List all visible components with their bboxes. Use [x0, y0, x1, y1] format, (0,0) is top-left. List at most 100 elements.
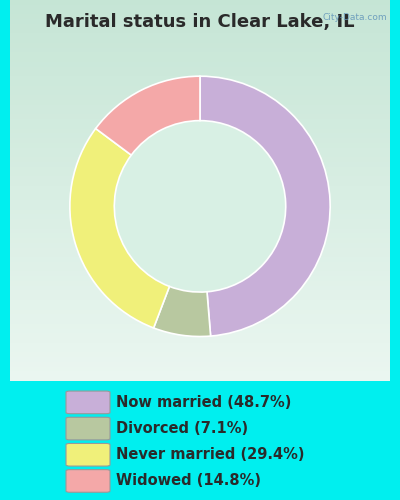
Bar — [10, 114, 390, 119]
Bar — [10, 210, 390, 214]
Text: Divorced (7.1%): Divorced (7.1%) — [116, 421, 248, 436]
FancyBboxPatch shape — [66, 444, 110, 466]
Bar — [10, 149, 390, 151]
Bar — [10, 92, 390, 94]
Bar — [10, 124, 390, 126]
Bar — [10, 214, 390, 219]
Bar — [10, 58, 390, 60]
Bar — [10, 372, 390, 376]
Bar — [10, 74, 390, 76]
Bar — [10, 34, 390, 38]
Bar — [10, 102, 390, 103]
Bar — [10, 181, 390, 186]
Bar — [10, 72, 390, 76]
Text: Widowed (14.8%): Widowed (14.8%) — [116, 474, 261, 488]
Bar — [10, 151, 390, 152]
Bar — [10, 181, 390, 182]
Bar — [10, 14, 390, 19]
Bar — [10, 86, 390, 87]
Bar — [10, 95, 390, 100]
Bar — [10, 180, 390, 181]
Bar — [10, 72, 390, 73]
Bar — [10, 228, 390, 234]
Bar — [10, 310, 390, 314]
Bar — [10, 56, 390, 57]
Bar — [10, 186, 390, 188]
Bar — [10, 82, 390, 84]
Bar — [10, 160, 390, 162]
Bar — [10, 48, 390, 49]
Bar — [10, 28, 390, 34]
Bar — [10, 100, 390, 105]
Bar — [10, 262, 390, 266]
Bar — [10, 157, 390, 162]
Bar — [10, 357, 390, 362]
Bar — [10, 305, 390, 310]
Bar — [10, 128, 390, 130]
Bar — [10, 64, 390, 65]
FancyBboxPatch shape — [66, 391, 110, 413]
Bar — [10, 118, 390, 119]
Bar — [10, 362, 390, 366]
Bar — [10, 38, 390, 43]
Bar — [10, 48, 390, 52]
Bar — [10, 162, 390, 164]
Bar — [10, 105, 390, 110]
Text: Now married (48.7%): Now married (48.7%) — [116, 395, 291, 410]
Wedge shape — [154, 286, 211, 337]
Bar — [10, 106, 390, 108]
Bar — [10, 338, 390, 343]
Bar — [10, 248, 390, 252]
Bar — [10, 120, 390, 122]
Bar — [10, 156, 390, 157]
Bar — [10, 97, 390, 98]
Bar — [10, 108, 390, 110]
Bar — [10, 172, 390, 176]
Bar — [10, 24, 390, 28]
Bar — [10, 80, 390, 81]
Bar — [10, 110, 390, 111]
Bar — [10, 281, 390, 285]
Bar — [10, 52, 390, 54]
Bar — [10, 286, 390, 290]
Bar — [10, 130, 390, 132]
Bar — [10, 5, 390, 10]
Bar — [10, 157, 390, 158]
Bar — [10, 116, 390, 117]
Bar — [10, 57, 390, 58]
Bar — [10, 132, 390, 134]
Bar — [10, 173, 390, 174]
Bar — [10, 238, 390, 243]
Bar — [10, 266, 390, 272]
Bar — [10, 65, 390, 66]
Bar — [10, 176, 390, 178]
Bar — [10, 122, 390, 124]
Bar — [10, 98, 390, 100]
Bar — [10, 200, 390, 202]
Bar — [10, 95, 390, 97]
Text: City-Data.com: City-Data.com — [323, 12, 387, 22]
Bar — [10, 188, 390, 189]
Bar — [10, 176, 390, 181]
Bar — [10, 57, 390, 62]
Bar — [10, 54, 390, 56]
Bar — [10, 10, 390, 14]
Bar — [10, 166, 390, 172]
Bar — [10, 352, 390, 357]
Wedge shape — [200, 76, 330, 336]
Bar — [10, 152, 390, 157]
Bar — [10, 343, 390, 347]
Bar — [10, 234, 390, 238]
Bar — [10, 110, 390, 114]
Bar — [10, 134, 390, 138]
Bar — [10, 205, 390, 206]
Bar — [10, 170, 390, 172]
Bar — [10, 272, 390, 276]
Bar — [10, 146, 390, 148]
Bar — [10, 140, 390, 141]
Bar — [10, 70, 390, 71]
Bar — [10, 198, 390, 200]
Bar — [10, 174, 390, 176]
Bar — [10, 324, 390, 328]
Bar — [10, 189, 390, 190]
